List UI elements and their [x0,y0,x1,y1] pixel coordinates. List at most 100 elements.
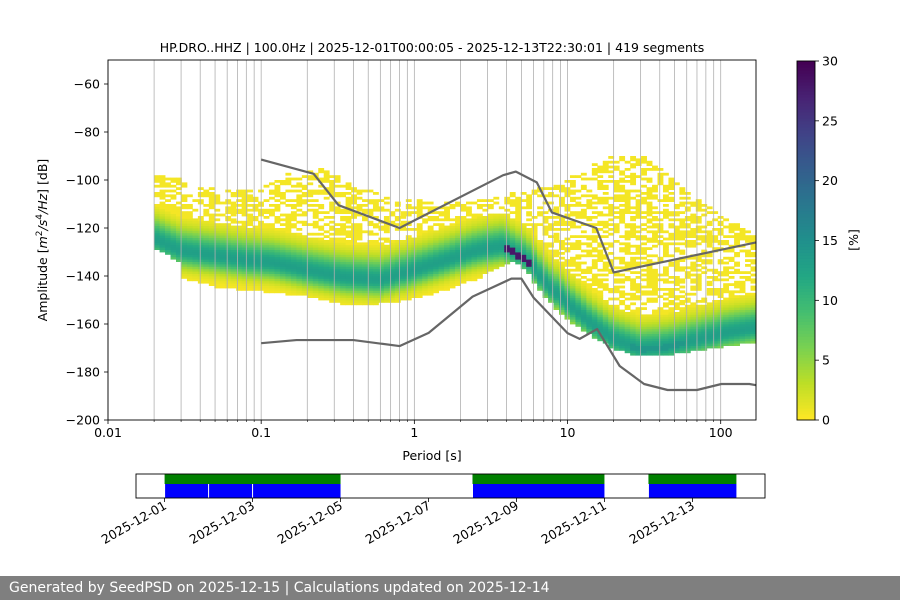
heatmap-cell [307,208,314,212]
heatmap-cell [531,237,538,241]
heatmap-cell [290,252,297,255]
heatmap-cell [466,259,472,262]
heatmap-cell [389,247,396,250]
heatmap-cell [542,292,549,296]
heatmap-cell [334,247,341,250]
heatmap-cell [662,314,669,318]
heatmap-cell [569,244,576,248]
heatmap-cell [323,285,330,289]
heatmap-cell [586,316,593,320]
heatmap-cell [542,264,549,267]
heatmap-cell [154,240,160,243]
heatmap-cell [613,319,620,322]
heatmap-cell [351,285,357,289]
heatmap-cell [695,348,702,351]
heatmap-cell [422,220,429,224]
heatmap-cell [553,184,560,188]
heatmap-cell [301,213,308,217]
heatmap-cell [405,237,412,241]
heatmap-cell [312,266,319,270]
heatmap-cell [427,252,434,255]
heatmap-cell [673,235,680,238]
heatmap-cell [597,302,604,306]
heatmap-cell [269,280,275,284]
heatmap-cell [602,266,609,270]
heatmap-cell [668,345,675,349]
heatmap-cell [624,211,631,214]
heatmap-cell [241,252,248,255]
heatmap-cell [334,192,341,195]
heatmap-cell [635,199,642,202]
heatmap-cell [263,237,270,241]
heatmap-cell [323,290,330,294]
heatmap-cell [318,268,325,272]
heatmap-cell [635,333,642,337]
heatmap-cell [662,328,669,332]
heatmap-cell [236,259,243,262]
heatmap-cell [613,328,620,332]
heatmap-cell [208,220,215,224]
heatmap-cell [372,302,379,306]
heatmap-cell [641,321,647,325]
heatmap-cell [367,256,374,260]
heatmap-cell [241,228,248,231]
colorbar-segment [797,327,815,331]
heatmap-cell [285,204,292,207]
heatmap-cell [367,292,374,296]
heatmap-cell [739,333,746,337]
heatmap-cell [301,288,308,291]
heatmap-cell [498,235,505,238]
heatmap-cell [613,278,620,282]
heatmap-cell [652,211,658,214]
heatmap-cell [225,259,232,262]
heatmap-cell [444,230,450,234]
heatmap-cell [668,300,675,303]
heatmap-cell [427,237,434,241]
heatmap-cell [684,312,691,315]
heatmap-cell [247,249,253,253]
heatmap-cell [176,256,182,260]
heatmap-cell [575,201,582,205]
heatmap-cell [624,328,631,332]
heatmap-cell [630,163,637,166]
heatmap-cell [684,321,691,325]
heatmap-cell [487,249,494,253]
heatmap-cell [444,211,450,214]
heatmap-cell [252,247,259,250]
heatmap-cell [662,331,669,334]
heatmap-cell [438,249,445,253]
heatmap-cell [438,230,445,234]
heatmap-cell [734,223,740,226]
heatmap-cell [208,278,215,282]
heatmap-cell [712,247,719,250]
heatmap-cell [701,343,708,346]
colorbar-segment [797,381,815,385]
heatmap-cell [608,208,615,212]
heatmap-cell [422,283,429,286]
heatmap-cell [668,242,675,246]
heatmap-cell [630,288,637,291]
heatmap-cell [531,216,538,219]
heatmap-cell [214,230,221,234]
heatmap-cell [307,252,314,255]
y-tick-label: −200 [66,413,100,428]
heatmap-cell [241,244,248,248]
heatmap-cell [559,228,565,231]
heatmap-cell [662,324,669,327]
heatmap-cell [608,170,615,174]
heatmap-cell [405,292,412,296]
heatmap-cell [405,199,412,202]
heatmap-cell [734,297,740,301]
heatmap-cell [444,247,450,250]
footer-bar: Generated by SeedPSD on 2025-12-15 | Cal… [0,576,900,600]
heatmap-cell [526,194,533,198]
heatmap-cell [526,271,533,274]
heatmap-cell [597,256,604,260]
heatmap-cell [652,333,658,337]
heatmap-cell [498,206,505,210]
heatmap-cell [690,340,697,344]
heatmap-cell [624,242,631,246]
heatmap-cell [745,316,751,320]
heatmap-cell [214,280,221,284]
heatmap-cell [580,204,587,207]
